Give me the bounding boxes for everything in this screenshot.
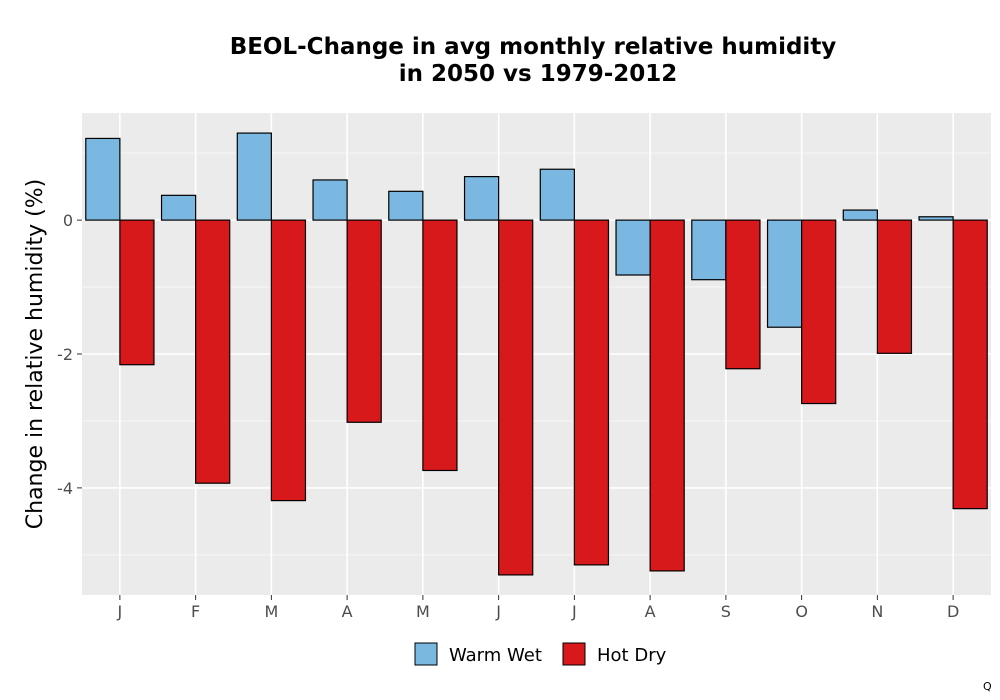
y-tick-label: -2 [57,345,73,364]
bar-hot-dry-11 [952,219,988,510]
bar-warm-wet-8 [691,219,727,281]
y-tick-label: -4 [57,479,73,498]
x-tick-label: N [871,602,883,621]
x-tick-label: S [721,602,731,621]
minor-gridlines [82,152,991,556]
x-tick-label: F [191,602,200,621]
y-axis-ticks: 0 -2 -4 [57,211,82,498]
bar-hot-dry-4 [422,219,458,472]
bar-hot-dry-1 [195,219,231,484]
bar-warm-wet-5 [463,175,500,221]
bar-hot-dry-5 [498,219,534,576]
x-tick-label: M [416,602,430,621]
bar-hot-dry-7 [649,219,685,572]
bar-hot-dry-9 [801,219,837,405]
bar-hot-dry-10 [876,219,913,354]
legend: Warm Wet Hot Dry [414,642,667,666]
x-tick-label: J [495,602,501,621]
bar-warm-wet-7 [615,219,651,276]
legend-label-warm-wet: Warm Wet [449,645,542,666]
x-tick-label: J [117,602,123,621]
chart-title-line-2: in 2050 vs 1979-2012 [399,61,678,87]
legend-label-hot-dry: Hot Dry [597,645,667,666]
legend-key-hot-dry [562,642,586,666]
y-axis-title: Change in relative humidity (%) [23,179,48,529]
x-tick-label: A [342,602,353,621]
bar-hot-dry-0 [119,219,155,366]
legend-key-warm-wet [414,642,438,666]
bar-warm-wet-1 [160,194,197,221]
bar-warm-wet-0 [85,137,121,221]
bar-hot-dry-3 [346,219,382,423]
bar-warm-wet-11 [918,216,954,221]
x-tick-label: D [947,602,959,621]
bar-hot-dry-8 [725,219,761,370]
x-tick-label: A [645,602,656,621]
chart-title-line-1: BEOL-Change in avg monthly relative humi… [230,34,837,60]
corner-mark: Q [983,680,992,693]
bars [85,132,988,576]
bar-warm-wet-9 [766,219,803,328]
x-tick-label: J [571,602,577,621]
x-tick-label: M [264,602,278,621]
bar-warm-wet-2 [236,132,272,221]
bar-warm-wet-6 [539,168,575,221]
bar-warm-wet-10 [842,209,878,221]
bar-hot-dry-2 [270,219,307,502]
bar-warm-wet-4 [388,190,424,221]
bar-warm-wet-3 [312,179,348,221]
y-tick-label: 0 [63,211,73,230]
x-tick-label: O [795,602,808,621]
bar-hot-dry-6 [573,219,610,566]
